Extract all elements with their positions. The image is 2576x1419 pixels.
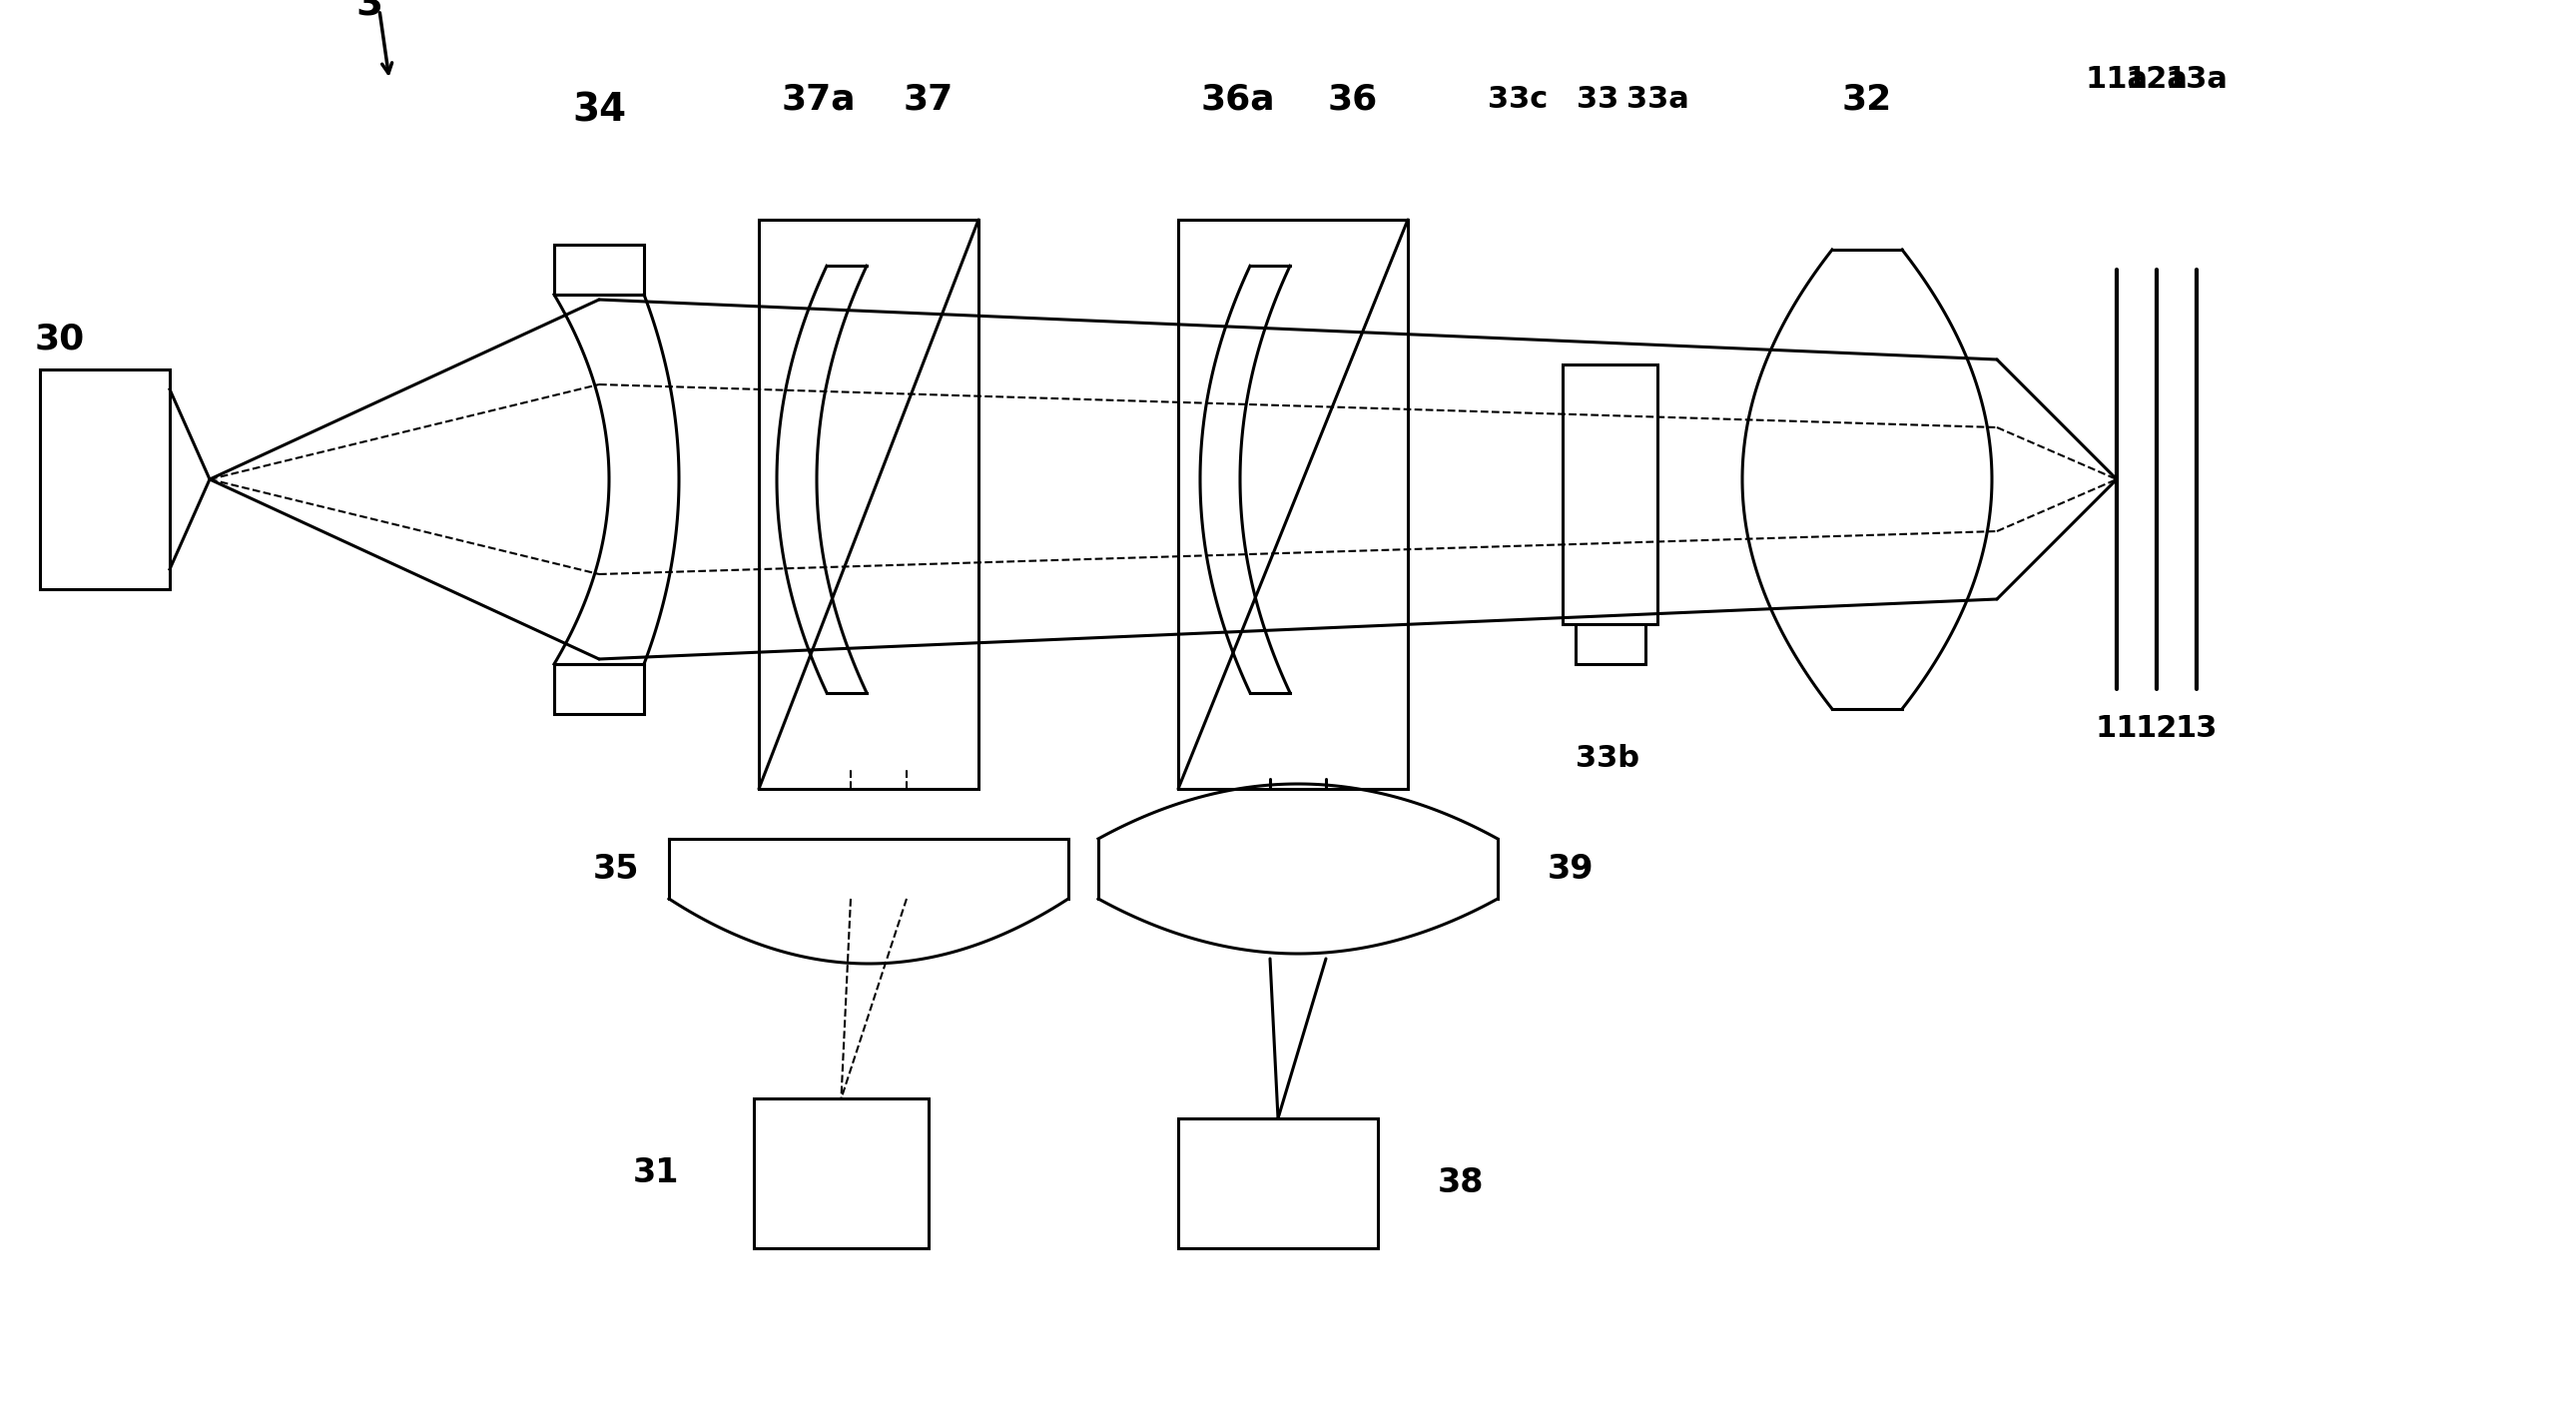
- Text: 11: 11: [2094, 715, 2138, 744]
- Text: 12a: 12a: [2125, 65, 2187, 95]
- Text: 39: 39: [1548, 853, 1595, 885]
- Text: 37a: 37a: [781, 82, 855, 116]
- Bar: [1564, 365, 1656, 624]
- Text: 12: 12: [2136, 715, 2177, 744]
- Text: 3: 3: [355, 0, 384, 24]
- Text: 30: 30: [36, 322, 85, 356]
- Text: 32: 32: [1842, 82, 1893, 116]
- Bar: [41, 369, 170, 589]
- Text: 33b: 33b: [1577, 745, 1638, 773]
- Bar: [554, 664, 644, 714]
- Text: 37: 37: [904, 82, 953, 116]
- Text: 38: 38: [1437, 1166, 1484, 1200]
- Bar: [760, 220, 979, 789]
- Text: 36: 36: [1327, 82, 1378, 116]
- Bar: [554, 244, 644, 295]
- Text: 13: 13: [2177, 715, 2218, 744]
- Text: 11a: 11a: [2084, 65, 2148, 95]
- Text: 13a: 13a: [2166, 65, 2228, 95]
- Text: 34: 34: [572, 91, 626, 129]
- Bar: [755, 1098, 927, 1249]
- Bar: [1577, 624, 1646, 664]
- Text: 36a: 36a: [1200, 82, 1275, 116]
- Text: 33: 33: [1577, 85, 1618, 115]
- Text: 33a: 33a: [1625, 85, 1690, 115]
- Text: 35: 35: [592, 853, 639, 885]
- Bar: [1177, 1118, 1378, 1249]
- Bar: [1177, 220, 1409, 789]
- Text: 31: 31: [634, 1156, 680, 1189]
- Text: 33c: 33c: [1486, 85, 1548, 115]
